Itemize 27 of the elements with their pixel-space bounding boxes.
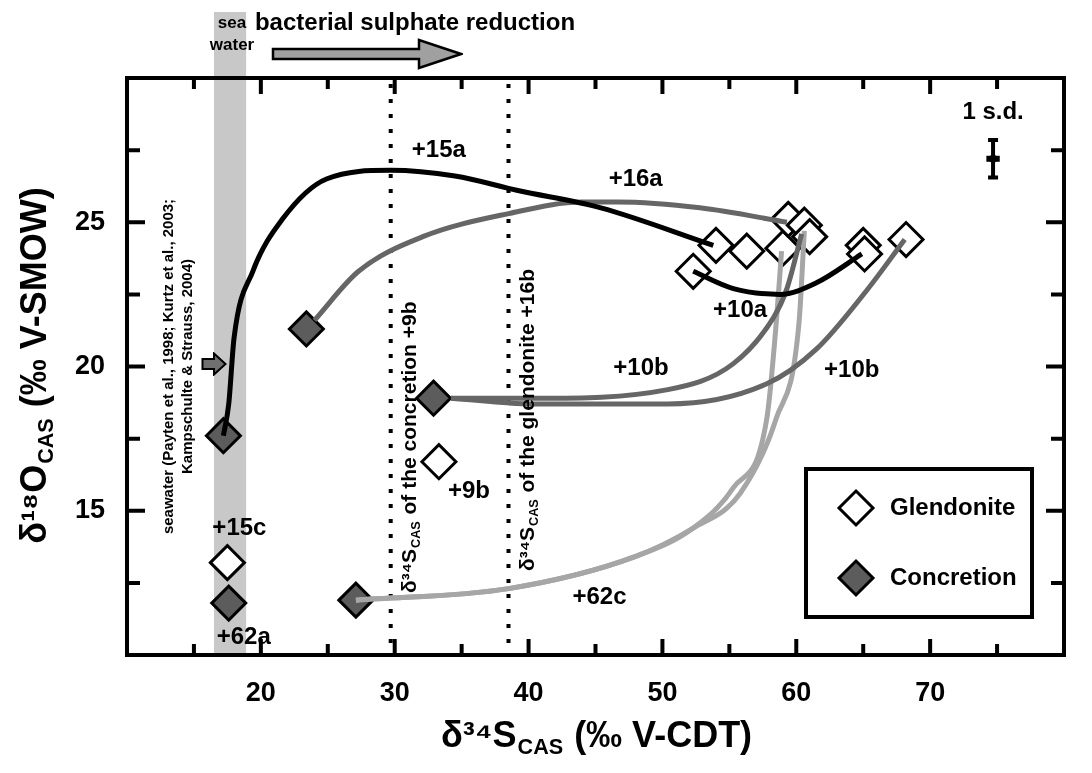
- x-tick-label: 30: [379, 676, 410, 707]
- annotation: +16a: [608, 164, 664, 192]
- band-label: seawater (Payten et al., 1998; Kurtz et al., 2003; Kampschulte & Strauss, 2004): [159, 198, 196, 535]
- x-tick-label: 40: [513, 676, 544, 707]
- annotation: +62c: [572, 582, 627, 610]
- y-tick-label: 20: [74, 349, 105, 380]
- annotation: +62a: [216, 621, 272, 649]
- annotation: +10a: [713, 295, 768, 323]
- ref-line-label: δ³⁴SCAS of the concretion +9b: [397, 301, 424, 593]
- text: sea water: [208, 12, 255, 54]
- legend-label: Glendonite: [890, 492, 1016, 520]
- y-tick-label: 15: [74, 494, 105, 525]
- x-tick-label: 20: [245, 676, 276, 707]
- annotation: +15a: [411, 135, 467, 163]
- x-tick-label: 70: [915, 676, 946, 707]
- annotation: +15c: [212, 513, 267, 541]
- y-axis-title: δ¹⁸OCAS (‰ V-SMOW): [12, 187, 58, 544]
- legend-label: Concretion: [890, 562, 1017, 590]
- annotation: 1 s.d.: [962, 97, 1024, 125]
- annotation: +10b: [824, 355, 880, 383]
- ref-line-label: δ³⁴SCAS of the glendonite +16b: [515, 269, 542, 571]
- y-tick-label: 25: [74, 205, 105, 236]
- annotation: +10b: [613, 353, 669, 381]
- x-tick-label: 50: [647, 676, 678, 707]
- annotation: +9b: [447, 476, 490, 504]
- text: bacterial sulphate reduction: [254, 7, 576, 35]
- x-tick-label: 60: [781, 676, 812, 707]
